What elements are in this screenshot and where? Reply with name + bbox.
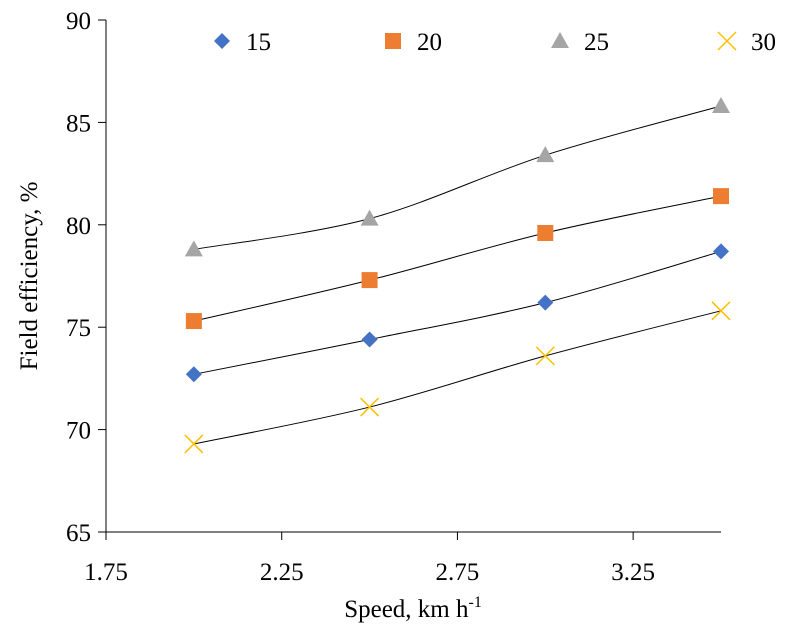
data-point-20 <box>361 272 378 289</box>
y-tick-label: 70 <box>66 418 91 445</box>
data-point-30 <box>184 434 204 454</box>
data-point-30 <box>360 397 380 417</box>
y-tick-label: 75 <box>66 315 91 342</box>
x-ticks: 1.75 2.25 2.75 3.25 <box>84 532 655 586</box>
data-point-25 <box>712 97 730 114</box>
data-point-30 <box>535 346 555 366</box>
trendline-30 <box>193 310 722 445</box>
trendline-15 <box>193 250 722 375</box>
y-tick-label: 80 <box>66 213 91 240</box>
x-axis-label: Speed, km h-1 <box>344 594 482 623</box>
x-tick-label: 2.75 <box>436 559 480 586</box>
x-tick-label: 3.25 <box>611 559 655 586</box>
data-markers <box>184 97 731 454</box>
y-tick-label: 65 <box>66 520 91 547</box>
trendline-20 <box>193 195 722 322</box>
x-axis-label-superscript: -1 <box>468 594 481 611</box>
data-point-30 <box>711 301 731 321</box>
data-point-15 <box>713 243 729 260</box>
axes <box>105 20 721 533</box>
trendlines <box>193 105 722 445</box>
legend: 15 20 25 30 <box>214 29 776 56</box>
legend-label: 25 <box>584 29 609 56</box>
data-point-25 <box>536 146 555 163</box>
data-point-15 <box>537 294 554 311</box>
x-axis-label-main: Speed, km h <box>344 596 469 623</box>
legend-marker-25 <box>551 32 569 48</box>
y-tick-label: 90 <box>66 8 91 35</box>
data-point-20 <box>185 313 202 330</box>
y-tick-label: 85 <box>66 110 91 137</box>
data-point-25 <box>360 209 379 226</box>
data-point-25 <box>184 240 203 257</box>
x-tick-label: 2.25 <box>260 559 304 586</box>
data-point-15 <box>185 366 202 383</box>
legend-label: 20 <box>417 29 442 56</box>
legend-marker-20 <box>385 33 401 49</box>
legend-label: 30 <box>751 29 776 56</box>
data-point-20 <box>537 224 554 241</box>
legend-marker-30 <box>717 31 737 51</box>
legend-label: 15 <box>246 29 271 56</box>
y-axis-label: Field efficiency, % <box>16 182 43 371</box>
legend-marker-15 <box>214 33 230 49</box>
data-point-20 <box>713 188 729 205</box>
x-tick-label: 1.75 <box>84 559 128 586</box>
trendline-25 <box>193 105 722 250</box>
y-ticks: 65 70 75 80 85 90 <box>66 8 106 547</box>
data-point-15 <box>361 331 378 348</box>
